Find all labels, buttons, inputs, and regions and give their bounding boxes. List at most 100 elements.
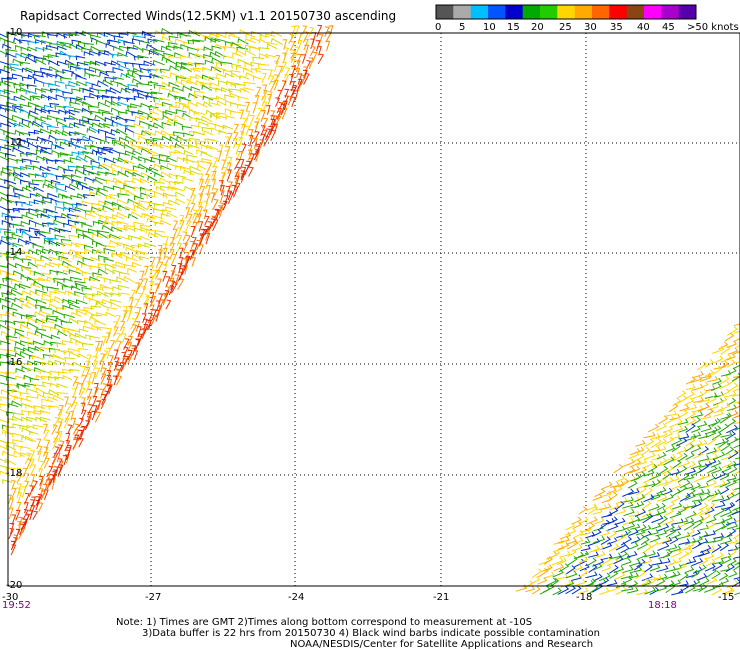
- wind-barb: [0, 138, 9, 142]
- wind-barb: [111, 220, 122, 226]
- wind-barb: [199, 229, 206, 240]
- wind-barb: [21, 486, 27, 498]
- wind-barb: [42, 183, 54, 189]
- wind-barb: [655, 422, 667, 432]
- wind-barb: [27, 367, 40, 373]
- wind-barb: [12, 171, 24, 178]
- wind-barb: [325, 30, 332, 43]
- wind-barb: [55, 73, 65, 79]
- wind-barb: [27, 341, 38, 347]
- wind-barb: [38, 502, 44, 512]
- wind-barb: [136, 250, 149, 256]
- wind-barb: [734, 457, 740, 460]
- wind-barb: [94, 114, 107, 122]
- wind-barb: [105, 332, 111, 344]
- wind-barb: [59, 50, 72, 58]
- wind-barb: [69, 276, 82, 282]
- wind-barb: [628, 528, 639, 537]
- wind-barb: [87, 373, 92, 386]
- wind-barb: [672, 502, 683, 510]
- wind-barb: [726, 353, 736, 361]
- wind-barb: [0, 114, 9, 119]
- wind-barb: [615, 475, 626, 483]
- wind-barb: [11, 487, 17, 500]
- wind-barb: [577, 550, 590, 559]
- wind-barb: [718, 423, 729, 433]
- wind-barb: [149, 295, 157, 308]
- wind-barb: [91, 165, 103, 171]
- wind-barb: [28, 131, 39, 137]
- wind-barb: [49, 102, 60, 108]
- wind-barb: [274, 60, 279, 72]
- wind-barb: [689, 578, 701, 588]
- wind-barb: [192, 243, 199, 256]
- wind-barb: [599, 529, 610, 537]
- wind-barb: [133, 56, 144, 61]
- wind-barb: [56, 270, 68, 276]
- wind-barb: [324, 26, 330, 37]
- wind-barb: [658, 415, 669, 425]
- wind-barb: [719, 479, 731, 488]
- wind-barb: [10, 544, 17, 556]
- wind-barb: [174, 95, 186, 101]
- wind-barb: [641, 446, 651, 456]
- wind-barb: [262, 101, 268, 113]
- wind-barb: [677, 459, 691, 468]
- wind-barb: [63, 169, 74, 174]
- wind-barb: [731, 507, 740, 516]
- wind-barb: [21, 67, 33, 73]
- wind-barb: [699, 460, 712, 468]
- wind-barb: [196, 213, 202, 224]
- wind-barb: [537, 577, 548, 585]
- wind-barb: [80, 409, 87, 421]
- lon-label-24: -24: [288, 592, 305, 603]
- wind-barb: [56, 421, 63, 434]
- wind-barb: [42, 82, 54, 87]
- wind-barb: [270, 37, 283, 46]
- wind-barb: [25, 67, 37, 73]
- wind-barb: [238, 151, 244, 161]
- wind-barb: [5, 107, 17, 113]
- wind-barb: [629, 465, 641, 474]
- wind-barb: [41, 324, 54, 330]
- wind-barb: [234, 83, 247, 89]
- wind-barb: [18, 144, 30, 150]
- wind-barb: [133, 227, 146, 233]
- wind-barb: [29, 450, 36, 462]
- wind-barb: [62, 206, 74, 213]
- wind-barb: [112, 286, 122, 291]
- wind-barb: [200, 81, 212, 87]
- wind-barb: [145, 94, 158, 100]
- wind-barb: [267, 93, 272, 105]
- wind-barb: [154, 172, 164, 178]
- wind-barb: [47, 375, 60, 381]
- wind-barb: [96, 229, 110, 235]
- wind-barb: [12, 412, 24, 418]
- wind-barb: [721, 521, 731, 530]
- wind-barb: [8, 528, 15, 540]
- wind-barb: [156, 300, 161, 311]
- wind-barb: [199, 178, 204, 191]
- wind-barb: [225, 115, 236, 120]
- wind-barb: [87, 228, 100, 234]
- wind-barb: [47, 214, 58, 219]
- wind-barb: [27, 41, 40, 46]
- wind-barb: [0, 403, 10, 408]
- wind-barb: [49, 382, 60, 388]
- wind-barb: [56, 342, 66, 348]
- wind-barb: [692, 489, 705, 497]
- wind-barb: [15, 375, 26, 381]
- wind-barb: [176, 227, 182, 239]
- wind-barb: [14, 283, 26, 290]
- wind-barb: [318, 34, 324, 45]
- wind-barb: [712, 558, 724, 565]
- wind-barb: [38, 277, 51, 282]
- wind-barb: [637, 578, 650, 588]
- wind-barb: [168, 35, 179, 41]
- wind-barb: [662, 536, 673, 544]
- wind-barb: [691, 417, 702, 426]
- wind-barb: [711, 544, 722, 554]
- wind-barb: [40, 108, 51, 113]
- wind-barb: [151, 309, 157, 321]
- wind-barb: [636, 524, 647, 533]
